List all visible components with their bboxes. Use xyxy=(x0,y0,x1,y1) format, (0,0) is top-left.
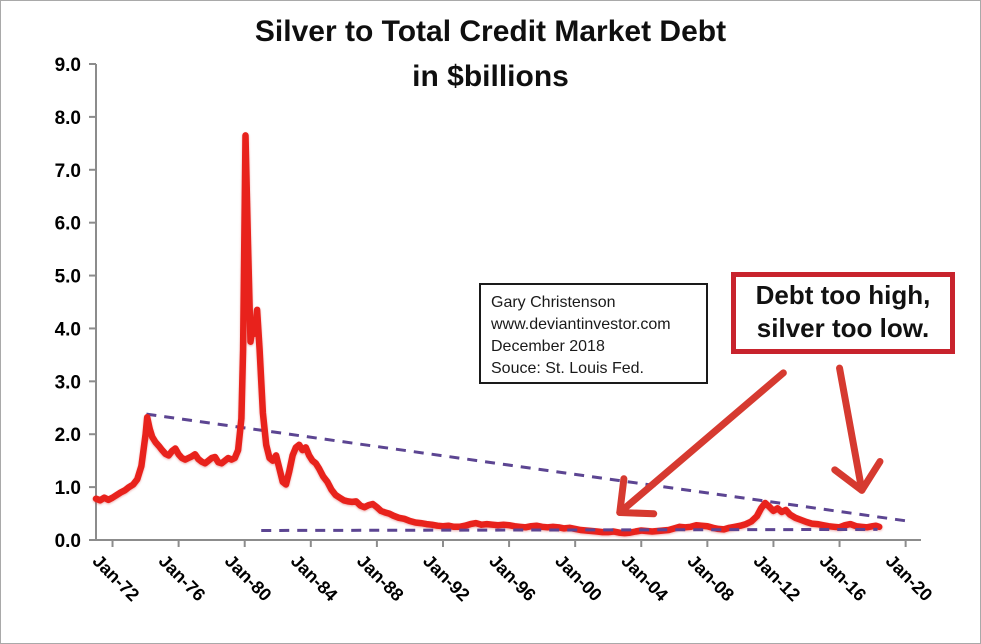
y-axis-tick-label: 6.0 xyxy=(55,214,81,235)
callout-line2: silver too low. xyxy=(756,313,930,343)
x-axis-tick-label: Jan-80 xyxy=(221,551,275,605)
x-axis-tick-label: Jan-20 xyxy=(882,551,936,605)
y-axis-tick-label: 7.0 xyxy=(55,161,81,182)
y-axis-tick-label: 1.0 xyxy=(55,478,81,499)
lower-flat-trendline xyxy=(261,527,878,532)
callout-box: Debt too high, silver too low. xyxy=(731,272,955,354)
arrow-to-2017-end xyxy=(831,364,884,494)
chart-title-line1: Silver to Total Credit Market Debt xyxy=(254,15,727,48)
x-axis-tick-label: Jan-76 xyxy=(155,551,209,605)
x-axis-tick-label: Jan-12 xyxy=(750,551,804,605)
x-axis-tick-label: Jan-88 xyxy=(353,551,407,605)
x-axis-tick-label: Jan-16 xyxy=(816,551,870,605)
chart-title: Silver to Total Credit Market Debt in $b… xyxy=(1,9,980,99)
y-axis-tick-label: 8.0 xyxy=(55,108,81,129)
source-attribution-box: Gary Christenson www.deviantinvestor.com… xyxy=(479,283,708,384)
y-axis-tick-label: 9.0 xyxy=(55,55,81,76)
x-axis-tick-label: Jan-04 xyxy=(617,551,671,605)
arrow-to-2002-low xyxy=(616,369,787,518)
x-axis-tick-label: Jan-08 xyxy=(684,551,738,605)
y-axis-tick-label: 4.0 xyxy=(55,319,81,340)
x-axis-tick-label: Jan-96 xyxy=(485,551,539,605)
y-axis-tick-label: 0.0 xyxy=(55,531,81,552)
x-axis-tick-label: Jan-92 xyxy=(419,551,473,605)
source-author: Gary Christenson xyxy=(491,294,616,311)
source-date: December 2018 xyxy=(491,338,605,355)
chart-title-line2: in $billions xyxy=(412,60,569,93)
source-website: www.deviantinvestor.com xyxy=(491,316,671,333)
y-axis-tick-label: 2.0 xyxy=(55,425,81,446)
x-axis-tick-label: Jan-00 xyxy=(551,551,605,605)
callout-line1: Debt too high, xyxy=(755,280,931,310)
y-axis-tick-label: 5.0 xyxy=(55,267,81,288)
y-axis-tick-label: 3.0 xyxy=(55,372,81,393)
x-axis-tick-label: Jan-84 xyxy=(287,551,341,605)
series-line-silver-to-total-credit-market-debt-ratio xyxy=(92,132,883,537)
source-credit: Souce: St. Louis Fed. xyxy=(491,360,644,377)
x-axis-tick-label: Jan-72 xyxy=(89,551,143,605)
upper-declining-trendline xyxy=(146,412,911,523)
